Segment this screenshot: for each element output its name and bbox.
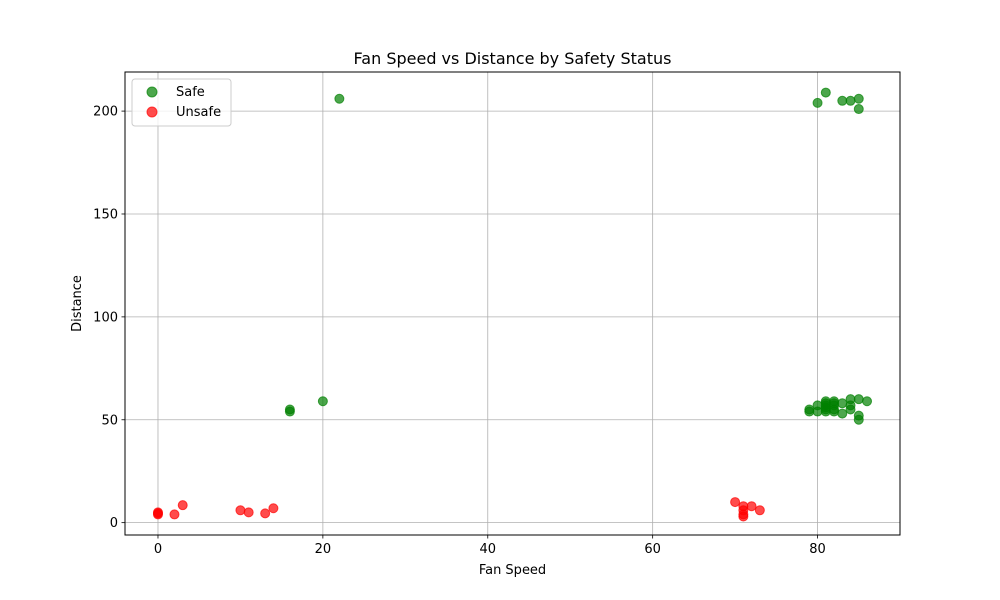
legend-marker-unsafe xyxy=(146,106,158,118)
data-point-unsafe xyxy=(754,505,765,516)
x-axis-label: Fan Speed xyxy=(479,563,546,578)
series-safe xyxy=(284,87,873,425)
x-tick-label: 0 xyxy=(154,542,162,557)
data-point-unsafe xyxy=(152,507,163,518)
series-unsafe xyxy=(152,497,765,522)
data-point-unsafe xyxy=(730,497,741,508)
y-tick-label: 0 xyxy=(110,516,118,531)
legend: Safe Unsafe xyxy=(131,78,232,127)
data-point-safe xyxy=(837,408,848,419)
legend-marker-safe xyxy=(146,86,158,98)
data-point-safe xyxy=(820,87,831,98)
data-point-safe xyxy=(862,396,873,407)
data-point-unsafe xyxy=(177,500,188,511)
data-point-safe xyxy=(845,95,856,106)
y-tick-label: 50 xyxy=(101,413,118,428)
data-point-unsafe xyxy=(268,503,279,514)
grid xyxy=(125,72,900,535)
plot-area-frame xyxy=(124,71,901,536)
data-point-unsafe xyxy=(738,501,749,512)
data-point-safe xyxy=(853,394,864,405)
data-point-safe xyxy=(804,404,815,415)
data-point-unsafe xyxy=(169,509,180,520)
y-tick-label: 200 xyxy=(93,105,118,120)
x-tick-label: 40 xyxy=(479,542,496,557)
data-point-safe xyxy=(284,404,295,415)
data-point-unsafe xyxy=(235,505,246,516)
data-point-safe xyxy=(812,97,823,108)
data-point-safe xyxy=(853,410,864,421)
chart-title: Fan Speed vs Distance by Safety Status xyxy=(354,49,672,68)
y-tick-label: 150 xyxy=(93,207,118,222)
data-point-safe xyxy=(820,396,831,407)
data-points xyxy=(152,87,873,522)
data-point-unsafe xyxy=(260,508,271,519)
y-axis-label: Distance xyxy=(70,275,85,332)
data-point-safe xyxy=(853,93,864,104)
data-point-safe xyxy=(837,398,848,409)
legend-label-unsafe: Unsafe xyxy=(176,105,221,120)
x-tick-label: 20 xyxy=(315,542,332,557)
data-point-unsafe xyxy=(243,507,254,518)
data-point-safe xyxy=(837,95,848,106)
data-point-safe xyxy=(334,93,345,104)
data-point-safe xyxy=(829,396,840,407)
data-point-safe xyxy=(853,104,864,115)
data-point-safe xyxy=(317,396,328,407)
legend-label-safe: Safe xyxy=(176,85,205,100)
x-tick-label: 60 xyxy=(644,542,661,557)
data-point-unsafe xyxy=(746,501,757,512)
y-tick-label: 100 xyxy=(93,310,118,325)
data-point-safe xyxy=(812,400,823,411)
data-point-safe xyxy=(845,394,856,405)
x-tick-label: 80 xyxy=(809,542,826,557)
axis-ticks: 0 20 40 60 80 0 50 100 150 200 xyxy=(93,105,826,557)
